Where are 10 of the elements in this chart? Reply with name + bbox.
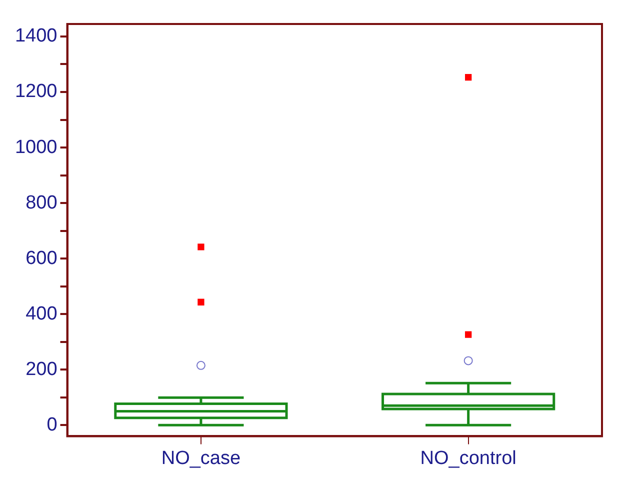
x-tick-label: NO_case [161,448,241,469]
y-tick-label: 1200 [14,81,58,102]
x-tick-label: NO_control [420,448,516,469]
y-tick-label: 1000 [14,136,58,158]
y-tick-label: 200 [26,358,58,380]
y-tick-label: 400 [26,303,58,324]
y-tick-label: 0 [46,414,58,436]
y-tick-label: 600 [26,248,58,269]
y-tick-label: 1400 [14,26,58,47]
y-tick-label: 800 [26,192,58,214]
